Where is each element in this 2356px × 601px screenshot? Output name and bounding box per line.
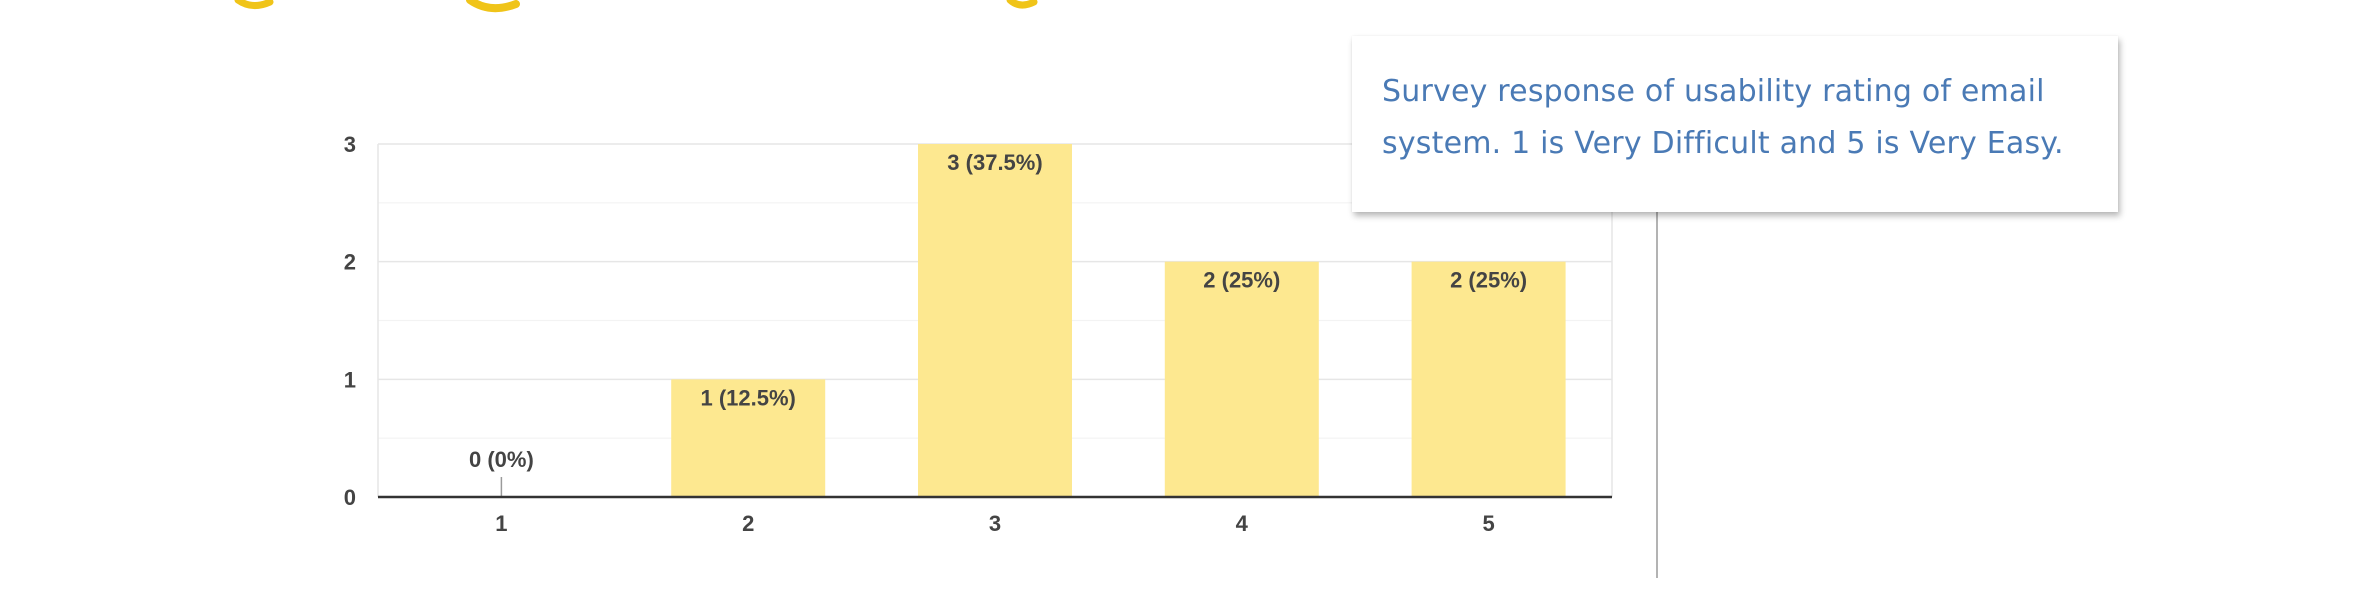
x-tick-label-2: 2 [742, 511, 754, 536]
data-labels: 0 (0%) 1 (12.5%) 3 (37.5%) 2 (25%) 2 (25%) [469, 150, 1527, 497]
x-tick-label-3: 3 [989, 511, 1001, 536]
y-tick-label-1: 1 [344, 367, 356, 392]
callout-text: Survey response of usability rating of e… [1382, 74, 2064, 161]
y-tick-label-3: 3 [344, 132, 356, 157]
bar-5 [1411, 261, 1566, 497]
data-label-4: 2 (25%) [1203, 268, 1280, 293]
chart-description-callout: Survey response of usability rating of e… [1352, 36, 2118, 212]
data-label-5: 2 (25%) [1450, 268, 1527, 293]
axes: 1 2 3 4 5 0 1 2 3 [344, 132, 1612, 536]
data-label-3: 3 (37.5%) [947, 150, 1042, 175]
data-label-2: 1 (12.5%) [701, 385, 796, 410]
x-tick-label-1: 1 [495, 511, 507, 536]
x-tick-label-5: 5 [1482, 511, 1494, 536]
y-tick-label-0: 0 [344, 485, 356, 510]
bar-2 [671, 379, 826, 497]
cropped-header-text [234, 0, 1038, 13]
bar-3 [918, 144, 1072, 497]
data-label-1: 0 (0%) [469, 447, 534, 472]
bars [671, 144, 1566, 497]
y-tick-label-2: 2 [344, 250, 356, 275]
x-tick-label-4: 4 [1236, 511, 1249, 536]
bar-4 [1164, 261, 1319, 497]
